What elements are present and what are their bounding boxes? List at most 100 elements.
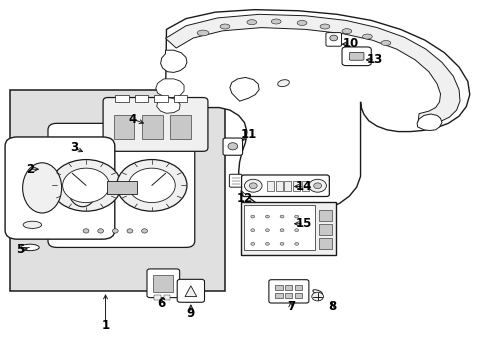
Text: 1: 1 — [102, 319, 109, 332]
Bar — [275, 293, 282, 298]
Ellipse shape — [362, 34, 371, 39]
FancyBboxPatch shape — [5, 137, 115, 239]
Circle shape — [62, 168, 109, 203]
FancyBboxPatch shape — [325, 33, 341, 46]
Text: 10: 10 — [342, 37, 358, 50]
Bar — [173, 95, 187, 102]
Bar — [294, 293, 302, 298]
Bar — [114, 116, 134, 139]
Bar — [285, 293, 292, 298]
Circle shape — [51, 159, 121, 211]
Ellipse shape — [277, 80, 289, 87]
Text: 3: 3 — [70, 141, 78, 154]
Polygon shape — [156, 79, 183, 98]
Circle shape — [265, 242, 269, 245]
Text: 15: 15 — [295, 217, 311, 230]
Bar — [135, 95, 148, 102]
Circle shape — [112, 229, 118, 233]
Circle shape — [83, 229, 89, 233]
Circle shape — [227, 143, 237, 150]
Circle shape — [294, 242, 298, 245]
Circle shape — [128, 168, 175, 203]
FancyBboxPatch shape — [348, 52, 363, 60]
Circle shape — [311, 292, 323, 301]
Ellipse shape — [197, 30, 208, 36]
Bar — [266, 181, 273, 191]
Bar — [163, 296, 170, 300]
Bar — [294, 285, 302, 291]
FancyBboxPatch shape — [223, 138, 242, 155]
FancyBboxPatch shape — [153, 275, 172, 292]
FancyBboxPatch shape — [229, 174, 242, 187]
FancyBboxPatch shape — [241, 175, 329, 197]
Circle shape — [280, 215, 284, 218]
FancyBboxPatch shape — [103, 98, 207, 151]
Ellipse shape — [22, 163, 61, 213]
Text: 14: 14 — [295, 180, 311, 193]
Polygon shape — [165, 14, 459, 126]
Text: 11: 11 — [240, 127, 256, 141]
Text: 7: 7 — [286, 300, 294, 313]
Ellipse shape — [297, 21, 306, 26]
Circle shape — [117, 159, 186, 211]
Bar — [142, 116, 162, 139]
Circle shape — [127, 229, 133, 233]
Text: 8: 8 — [327, 300, 336, 313]
Circle shape — [265, 215, 269, 218]
FancyBboxPatch shape — [48, 123, 194, 247]
Bar — [115, 95, 129, 102]
Polygon shape — [229, 77, 259, 101]
Circle shape — [294, 215, 298, 218]
Bar — [284, 181, 291, 191]
Polygon shape — [160, 50, 186, 72]
Circle shape — [250, 215, 254, 218]
Circle shape — [142, 229, 147, 233]
Text: 5: 5 — [16, 243, 24, 256]
Ellipse shape — [246, 20, 256, 25]
Ellipse shape — [312, 290, 322, 295]
Ellipse shape — [23, 221, 41, 228]
Ellipse shape — [341, 29, 351, 34]
Ellipse shape — [320, 24, 329, 29]
Text: 12: 12 — [236, 192, 252, 205]
Ellipse shape — [380, 41, 390, 45]
FancyBboxPatch shape — [177, 279, 204, 302]
Polygon shape — [184, 286, 196, 297]
FancyBboxPatch shape — [268, 280, 308, 303]
FancyBboxPatch shape — [10, 90, 224, 291]
Circle shape — [250, 242, 254, 245]
Ellipse shape — [271, 19, 281, 24]
Circle shape — [98, 229, 103, 233]
Circle shape — [294, 229, 298, 231]
Circle shape — [250, 229, 254, 231]
Ellipse shape — [20, 244, 39, 251]
Text: 9: 9 — [186, 307, 195, 320]
Bar — [275, 181, 282, 191]
Bar — [302, 181, 308, 191]
Text: 13: 13 — [366, 53, 383, 66]
Text: 6: 6 — [157, 297, 165, 310]
Ellipse shape — [68, 169, 97, 207]
Bar — [318, 238, 331, 249]
FancyBboxPatch shape — [341, 47, 370, 66]
Bar — [154, 296, 160, 300]
Circle shape — [249, 183, 257, 189]
Polygon shape — [163, 10, 469, 213]
Circle shape — [280, 229, 284, 231]
Circle shape — [313, 183, 321, 189]
Bar — [293, 181, 300, 191]
Bar — [170, 116, 190, 139]
Circle shape — [244, 179, 262, 192]
Bar — [285, 285, 292, 291]
Ellipse shape — [220, 24, 229, 29]
FancyBboxPatch shape — [107, 181, 137, 194]
Bar — [318, 224, 331, 235]
Text: 4: 4 — [128, 113, 136, 126]
Circle shape — [265, 229, 269, 231]
Text: 2: 2 — [26, 163, 34, 176]
Circle shape — [308, 179, 326, 192]
Bar — [275, 285, 282, 291]
Bar — [318, 210, 331, 221]
FancyBboxPatch shape — [240, 202, 335, 255]
Circle shape — [280, 242, 284, 245]
